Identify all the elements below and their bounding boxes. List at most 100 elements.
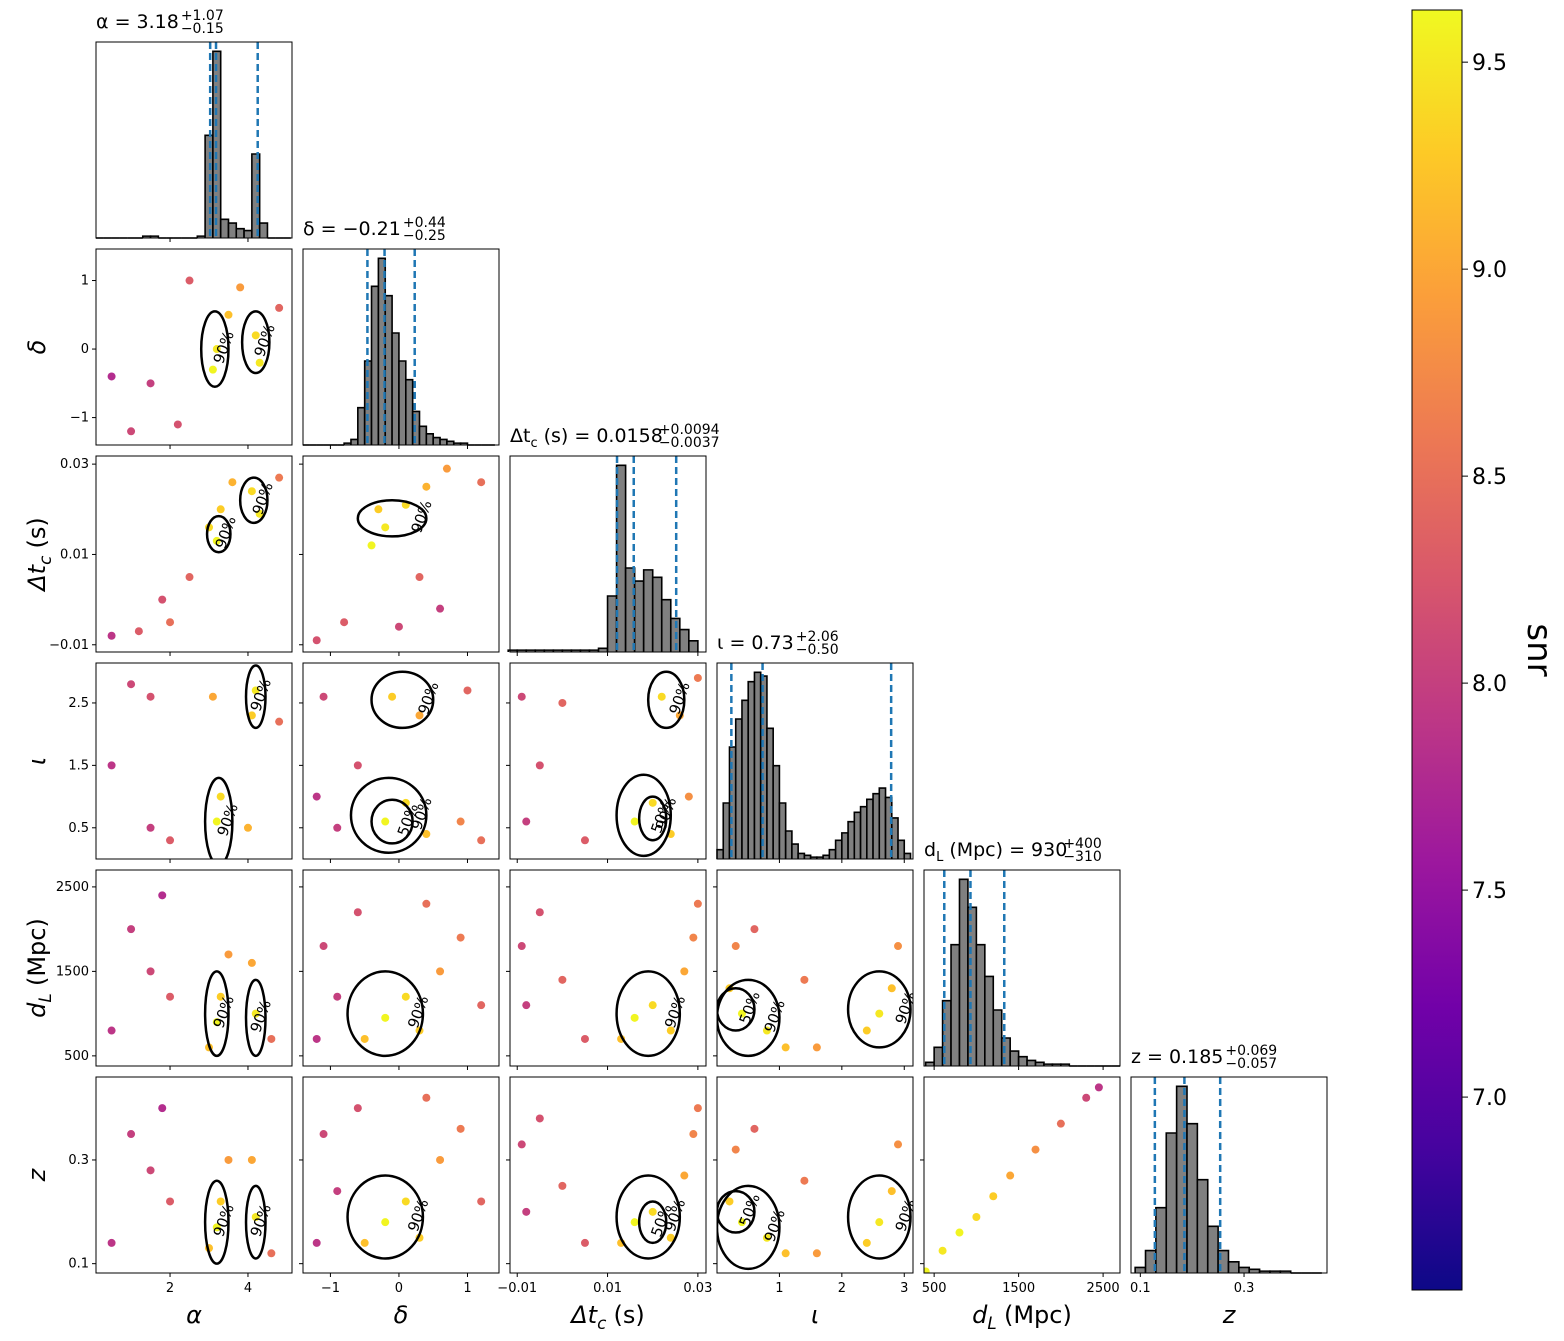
contour-label: 50% [736,1191,764,1228]
axis-label: Δtc (s) [23,517,55,592]
y-tick-label: 2500 [56,880,89,895]
hist-bar [797,852,806,859]
hist-bar [1238,1266,1251,1273]
hist-bar [984,975,995,1066]
point [107,372,116,381]
hist-bar [1186,1122,1199,1273]
label-main: Δt [569,1301,598,1329]
point [146,1166,155,1175]
point [107,1026,116,1035]
point [312,1034,321,1043]
point [374,505,383,514]
colorbar-tick-label: 9.0 [1472,258,1507,283]
point [216,1197,225,1206]
x-tick-label: −1 [321,1281,340,1296]
axis-label: α [186,1301,202,1329]
point [750,1124,759,1133]
point [422,482,431,491]
panel-frame [95,248,293,446]
contour-label: 90% [665,679,693,716]
point [693,1104,702,1113]
title-rest: (Mpc) = 930 [949,839,1067,861]
point [333,1187,342,1196]
y-tick-label: 0 [81,342,89,357]
contour-label: 90% [414,679,442,716]
title-rest: (s) = 0.0158 [544,425,663,447]
point [236,283,245,292]
label-sub: L [35,993,55,1002]
x-tick-label: 500 [922,1281,947,1296]
point [894,942,903,951]
panel-frame [923,1076,1121,1274]
point [630,1218,639,1227]
hist-bar [958,878,969,1066]
axis-label: δ [394,1301,409,1329]
point [401,992,410,1001]
point [887,984,896,993]
point [558,698,567,707]
title-upper: +0.069 [1225,1043,1277,1059]
title-main: δ = −0.21 [303,218,401,240]
point [158,1104,167,1113]
scatter: 90%50%90% [717,1124,913,1271]
contour [346,1174,425,1260]
point [173,420,182,429]
point [456,1124,465,1133]
point [456,933,465,942]
point [146,692,155,701]
point [477,1001,486,1010]
point [648,1001,657,1010]
point [107,761,116,770]
axis-label: dL (Mpc) [972,1301,1072,1333]
hist-bar [1248,1268,1261,1273]
contour [646,670,686,730]
title-lower: −0.15 [181,21,224,37]
contour-label: 90% [210,993,238,1030]
hist-bar [404,378,414,445]
point [146,379,155,388]
point [693,673,702,682]
point [422,830,431,839]
point [312,636,321,645]
hist-bar [235,227,245,238]
contour [717,987,756,1032]
hist-bar [722,802,731,859]
panel-title: ι = 0.73 [717,632,794,654]
contour-label: 90% [210,329,238,366]
point [247,1155,256,1164]
hist-bar [866,798,874,859]
point [353,761,362,770]
point [1056,1119,1065,1128]
x-tick-label: 2 [166,1281,174,1296]
hist-bar [828,848,837,859]
point [319,1130,328,1139]
point [166,1197,175,1206]
x-tick-label: 1 [463,1281,471,1296]
title-lower: −0.50 [796,642,839,658]
hist-bar [890,817,899,859]
hist-bar [1034,1061,1045,1066]
label-sub: c [597,1313,606,1333]
point [862,1238,871,1247]
contour-label: 90% [210,1202,238,1239]
hist-bar [772,764,781,859]
point [737,1009,746,1018]
point [535,1114,544,1123]
hist-bar [853,811,862,859]
contour [637,1200,668,1245]
title-sub: L [936,850,944,865]
panel-title: Δtc (s) = 0.0158 [510,425,663,451]
y-tick-label: 1 [81,274,89,289]
x-tick-label: 4 [244,1281,252,1296]
point [456,817,465,826]
hist-bar [747,680,756,859]
scatter: 90%50% [517,1104,702,1260]
point [924,1267,930,1273]
contour [238,476,269,525]
panel-frame [302,1076,500,1274]
point [224,310,233,319]
hist-bar [1165,1132,1178,1273]
panel-title: z = 0.185 [1131,1046,1223,1068]
axis-label: z [23,1167,51,1182]
contour [717,978,781,1058]
